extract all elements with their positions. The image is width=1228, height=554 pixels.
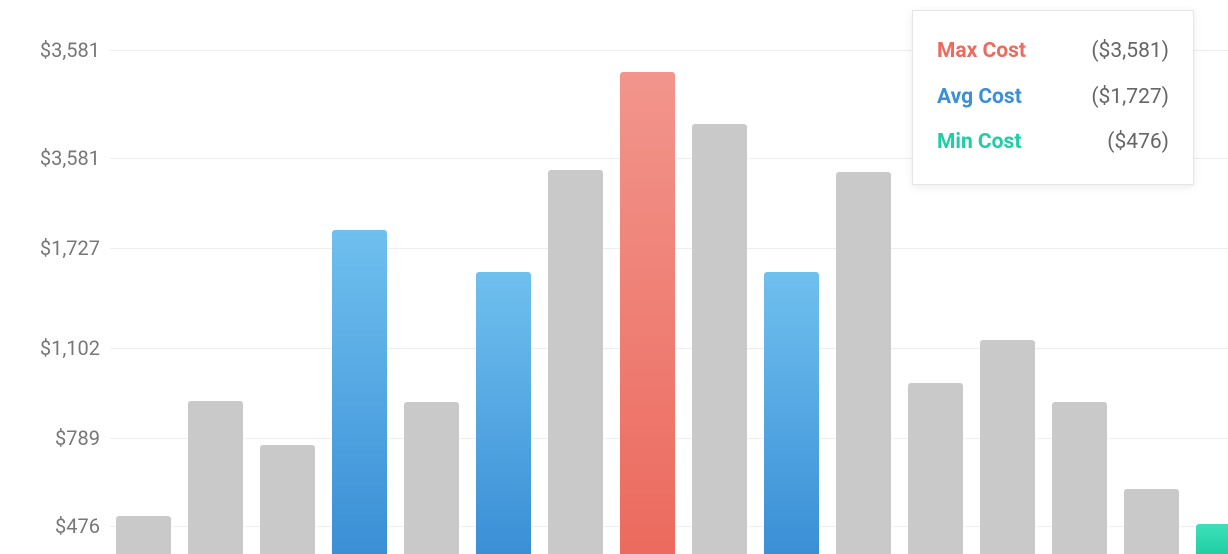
bar-gray	[260, 445, 315, 554]
y-tick-label: $1,727	[40, 236, 100, 260]
y-axis: $3,581 $3,581 $1,727 $1,102 $789 $476	[0, 0, 110, 554]
bar-gray	[548, 170, 603, 554]
legend-value-max: ($3,581)	[1091, 35, 1169, 69]
cost-legend: Max Cost ($3,581) Avg Cost ($1,727) Min …	[912, 10, 1194, 185]
legend-row-avg: Avg Cost ($1,727)	[937, 75, 1169, 121]
legend-value-avg: ($1,727)	[1091, 81, 1169, 115]
bar-gray	[980, 340, 1035, 554]
legend-value-min: ($476)	[1107, 126, 1169, 160]
y-tick-label: $3,581	[40, 38, 100, 62]
y-tick-label: $1,102	[40, 336, 100, 360]
bar-gray	[116, 516, 171, 554]
bar-gray	[404, 402, 459, 554]
y-tick-label: $3,581	[40, 146, 100, 170]
bar-gray	[188, 401, 243, 554]
bar-red	[620, 72, 675, 554]
y-tick-label: $476	[55, 514, 100, 538]
y-tick-label: $789	[55, 426, 100, 450]
bar-blue	[764, 272, 819, 554]
legend-row-min: Min Cost ($476)	[937, 120, 1169, 166]
legend-row-max: Max Cost ($3,581)	[937, 29, 1169, 75]
cost-bar-chart: $3,581 $3,581 $1,727 $1,102 $789 $476 Ma…	[0, 0, 1228, 554]
bar-teal	[1196, 524, 1228, 554]
bar-blue	[332, 230, 387, 554]
legend-label-max: Max Cost	[937, 35, 1026, 69]
bar-gray	[692, 124, 747, 554]
bar-gray	[836, 172, 891, 554]
bar-gray	[908, 383, 963, 554]
bar-blue	[476, 272, 531, 554]
legend-label-min: Min Cost	[937, 126, 1021, 160]
bar-gray	[1124, 489, 1179, 554]
legend-label-avg: Avg Cost	[937, 81, 1022, 115]
bar-gray	[1052, 402, 1107, 554]
